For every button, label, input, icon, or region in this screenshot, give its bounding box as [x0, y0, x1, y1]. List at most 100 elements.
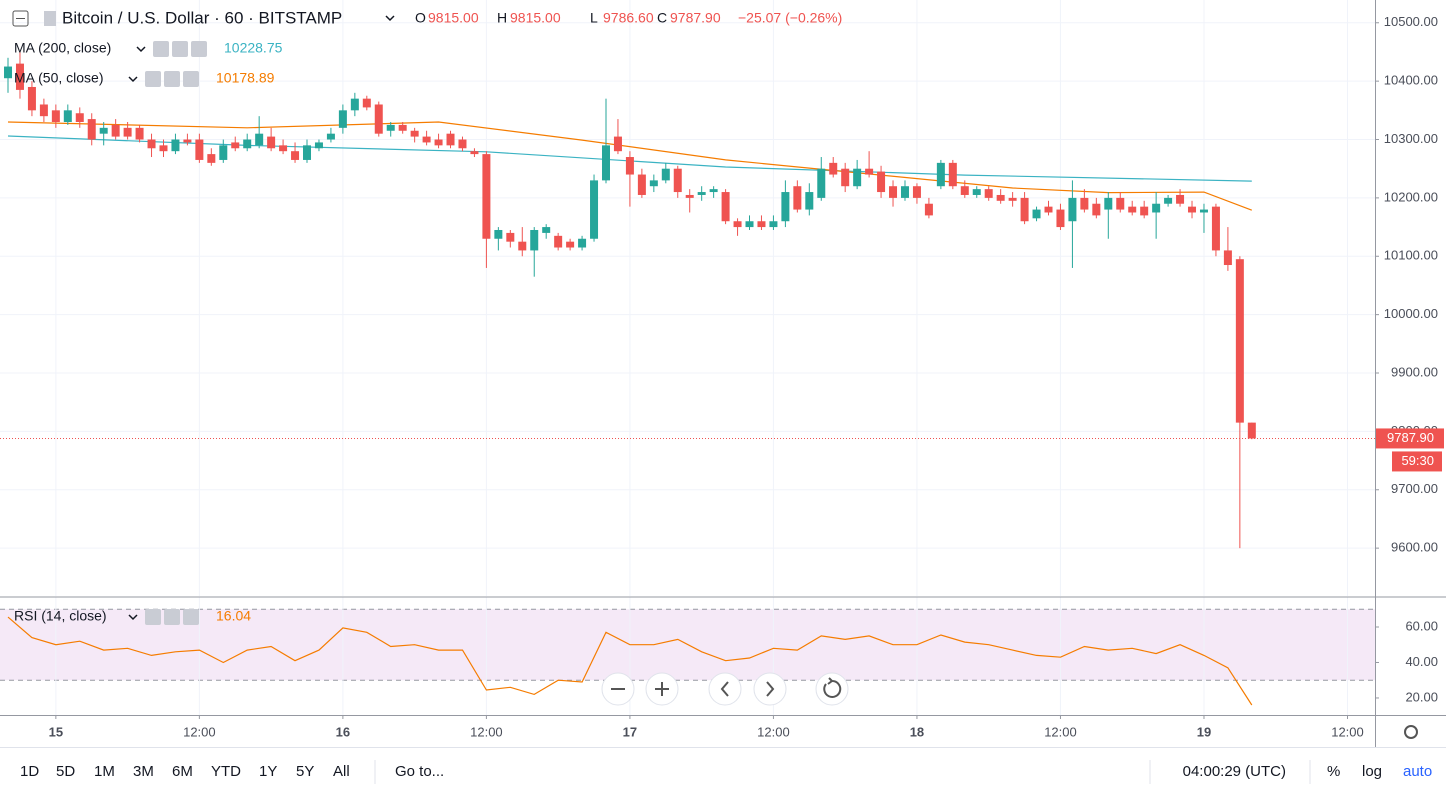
collapse-icon[interactable]: [12, 10, 29, 27]
candle-body: [781, 192, 790, 222]
candle-body: [972, 189, 981, 195]
scale-option[interactable]: %: [1327, 763, 1340, 780]
candle-body: [171, 139, 180, 152]
candle-body: [960, 186, 969, 195]
x-tick-label: 16: [336, 724, 350, 739]
ohlc-value: 9787.90: [670, 10, 721, 26]
candle-body: [135, 127, 144, 140]
dropdown-icon: [136, 46, 146, 53]
ohlc-change: −25.07 (−0.26%): [738, 10, 842, 26]
x-tick-label: 12:00: [470, 724, 503, 739]
candle-body: [948, 162, 957, 187]
indicator-name[interactable]: MA (50, close): [14, 70, 103, 86]
candle-body: [1140, 206, 1149, 216]
indicator-name[interactable]: RSI (14, close): [14, 608, 107, 624]
range-button[interactable]: 5D: [56, 763, 75, 780]
rsi-line: [7, 616, 1253, 706]
ohlc-letter: C: [657, 10, 667, 26]
candle-body: [183, 139, 192, 143]
candle-body: [805, 192, 814, 210]
candle-body: [829, 162, 838, 175]
scroll-right-button[interactable]: [753, 672, 787, 706]
candle-body: [1008, 197, 1017, 201]
candle-body: [1068, 197, 1077, 222]
range-button[interactable]: 1M: [94, 763, 115, 780]
candle-body: [1128, 206, 1137, 213]
candle-body: [303, 145, 312, 160]
candle-body: [338, 110, 347, 128]
x-tick-label: 17: [623, 724, 637, 739]
candle-body: [590, 180, 599, 239]
candle-body: [685, 194, 694, 198]
candle-body: [1116, 197, 1125, 210]
scale-option[interactable]: auto: [1403, 763, 1432, 780]
candle-body: [912, 186, 921, 198]
candle-body: [865, 168, 874, 175]
candle-body: [877, 171, 886, 193]
indicator-action-icon[interactable]: [145, 71, 161, 87]
range-button[interactable]: 6M: [172, 763, 193, 780]
goto-button[interactable]: Go to...: [395, 763, 444, 780]
candle-body: [111, 124, 120, 137]
candle-body: [1247, 422, 1256, 439]
candle-body: [314, 142, 323, 149]
candle-body: [1176, 194, 1185, 204]
x-tick-label: 12:00: [757, 724, 790, 739]
indicator-action-icon[interactable]: [191, 41, 207, 57]
candle-body: [51, 110, 60, 123]
candle-body: [709, 189, 718, 193]
y-tick-label: 10100.00: [1384, 248, 1438, 263]
dropdown-icon: [128, 614, 138, 621]
ohlc-letter: L: [590, 10, 598, 26]
y-tick-label: 20.00: [1405, 689, 1438, 704]
candle-body: [661, 168, 670, 181]
candle-body: [518, 241, 527, 251]
symbol-title[interactable]: Bitcoin / U.S. Dollar · 60 · BITSTAMP: [62, 8, 342, 27]
indicator-action-icon[interactable]: [183, 71, 199, 87]
ohlc-value: 9786.60: [603, 10, 654, 26]
countdown-label: 59:30: [1401, 453, 1434, 468]
candle-body: [924, 203, 933, 216]
scale-option[interactable]: log: [1362, 763, 1382, 780]
range-button[interactable]: 1Y: [259, 763, 277, 780]
indicator-name[interactable]: MA (200, close): [14, 40, 111, 56]
range-button[interactable]: 1D: [20, 763, 39, 780]
indicator-action-icon[interactable]: [183, 609, 199, 625]
candle-body: [566, 241, 575, 248]
candle-body: [853, 168, 862, 187]
candle-body: [386, 124, 395, 131]
plus-icon: [655, 682, 669, 696]
range-button[interactable]: 3M: [133, 763, 154, 780]
ohlc-value: 9815.00: [428, 10, 479, 26]
candle-body: [494, 229, 503, 239]
settings-button[interactable]: [1404, 725, 1418, 739]
ohlc-value: 9815.00: [510, 10, 561, 26]
range-button[interactable]: All: [333, 763, 350, 780]
candle-body: [4, 66, 13, 79]
candle-body: [75, 113, 84, 123]
clock: 04:00:29 (UTC): [1183, 763, 1286, 780]
range-button[interactable]: 5Y: [296, 763, 314, 780]
candle-body: [446, 133, 455, 146]
indicator-action-icon[interactable]: [145, 609, 161, 625]
candle-body: [578, 238, 587, 248]
reset-icon: [823, 677, 842, 698]
indicator-action-icon[interactable]: [164, 71, 180, 87]
reset-button[interactable]: [815, 672, 849, 706]
candle-body: [195, 139, 204, 160]
candle-body: [291, 151, 300, 160]
candle-body: [159, 145, 168, 152]
candle-body: [231, 142, 240, 149]
indicator-action-icon[interactable]: [172, 41, 188, 57]
ohlc-letter: H: [497, 10, 507, 26]
candle-body: [1044, 206, 1053, 213]
candle-body: [889, 186, 898, 198]
indicator-action-icon[interactable]: [153, 41, 169, 57]
indicator-action-icon[interactable]: [164, 609, 180, 625]
candle-body: [458, 139, 467, 149]
candle-body: [733, 221, 742, 228]
scroll-left-button[interactable]: [708, 672, 742, 706]
y-tick-label: 10500.00: [1384, 14, 1438, 29]
range-button[interactable]: YTD: [211, 763, 241, 780]
dropdown-icon: [385, 15, 395, 22]
